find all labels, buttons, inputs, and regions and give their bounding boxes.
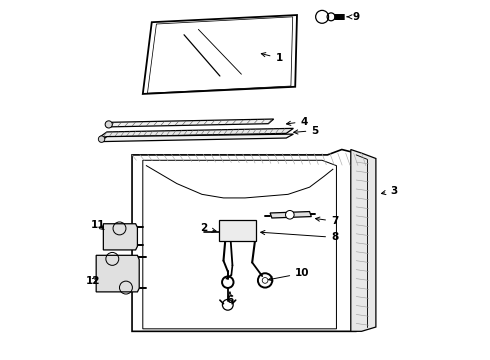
- Text: 9: 9: [347, 12, 360, 22]
- Text: 4: 4: [287, 117, 308, 127]
- Text: 12: 12: [85, 276, 100, 286]
- Circle shape: [98, 136, 105, 142]
- Text: 11: 11: [91, 220, 105, 230]
- Bar: [336, 15, 339, 19]
- Polygon shape: [132, 149, 362, 331]
- Polygon shape: [100, 134, 294, 141]
- Text: 6: 6: [226, 292, 234, 305]
- Text: 5: 5: [294, 126, 318, 135]
- Polygon shape: [96, 255, 139, 292]
- Circle shape: [105, 121, 112, 128]
- Polygon shape: [103, 224, 137, 250]
- Circle shape: [286, 211, 294, 219]
- Polygon shape: [351, 149, 376, 331]
- Polygon shape: [100, 129, 294, 137]
- Text: 3: 3: [381, 186, 397, 196]
- Polygon shape: [270, 212, 311, 218]
- Text: 10: 10: [269, 268, 310, 281]
- Text: 7: 7: [316, 216, 338, 226]
- Polygon shape: [107, 119, 274, 127]
- Text: 1: 1: [261, 53, 283, 63]
- Text: 2: 2: [200, 224, 216, 233]
- Text: 8: 8: [261, 230, 338, 242]
- FancyBboxPatch shape: [219, 220, 256, 241]
